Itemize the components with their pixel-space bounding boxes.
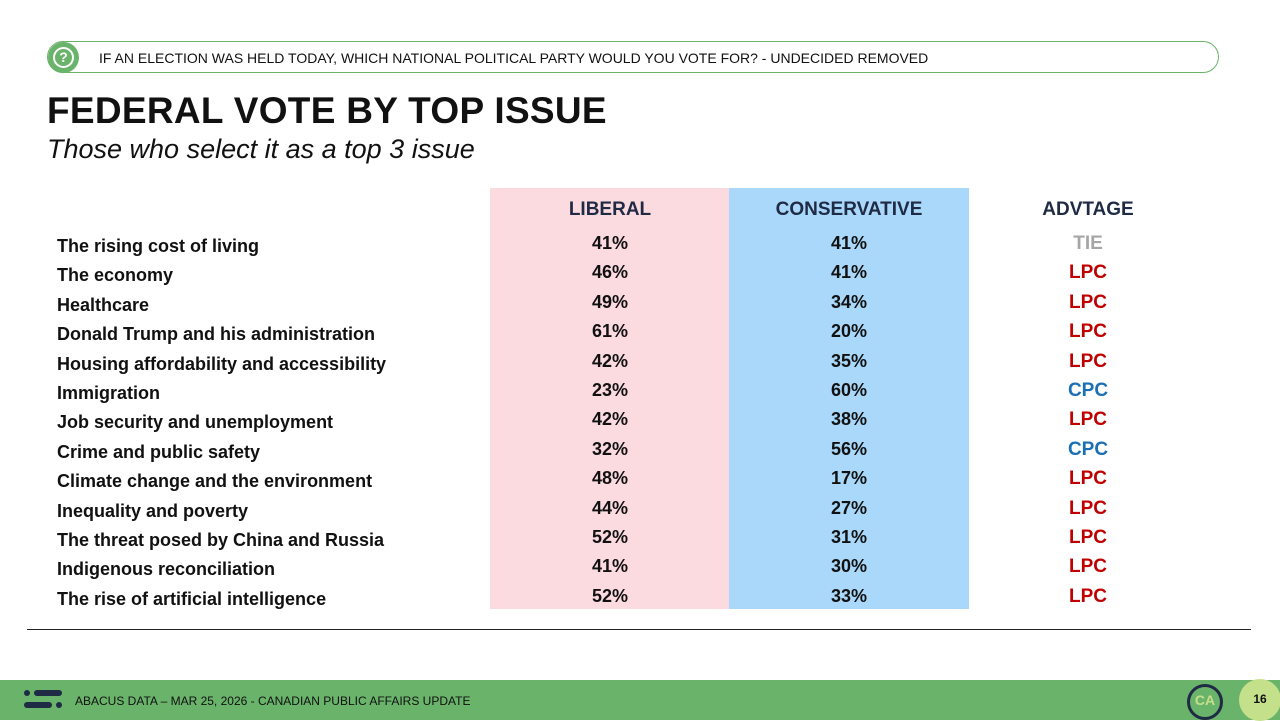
page-number: 16 — [1253, 692, 1267, 706]
question-box — [47, 41, 1219, 73]
advantage-value: LPC — [1069, 409, 1107, 431]
page-badge — [1239, 679, 1280, 721]
issue-label: Donald Trump and his administration — [57, 324, 376, 345]
conservative-value: 34% — [830, 291, 868, 312]
advantage-value: LPC — [1069, 262, 1107, 284]
question-icon: ? — [48, 42, 79, 73]
divider — [27, 629, 1251, 630]
advantage-value: LPC — [1069, 321, 1107, 343]
conservative-value: 38% — [830, 409, 868, 430]
issue-label: Job security and unemployment — [57, 412, 334, 433]
issue-label: The rising cost of living — [57, 236, 260, 256]
liberal-value: 46% — [591, 262, 629, 283]
brand-mark — [24, 690, 62, 708]
conservative-value: 41% — [830, 233, 868, 253]
footer-bar — [0, 680, 1280, 720]
issue-label: Immigration — [57, 383, 161, 403]
issue-label: Inequality and poverty — [57, 500, 249, 521]
liberal-value: 44% — [591, 497, 629, 518]
liberal-column-bg — [490, 188, 729, 609]
issue-label: The threat posed by China and Russia — [57, 530, 385, 550]
logo-text: CA — [1194, 692, 1216, 708]
advantage-value: LPC — [1069, 468, 1107, 490]
question: IF AN ELECTION WAS HELD TODAY, WHICH NAT… — [99, 50, 929, 66]
advantage-value: TIE — [1073, 233, 1103, 254]
issue-label: Housing affordability and accessibility — [57, 353, 387, 374]
liberal-value: 41% — [591, 556, 629, 577]
liberal-value: 23% — [591, 380, 629, 400]
conservative-value: 35% — [830, 350, 868, 371]
advantage-value: LPC — [1069, 527, 1107, 548]
conservative-column-bg — [729, 188, 969, 609]
issue-label: The rise of artificial intelligence — [57, 588, 327, 609]
issue-label: Crime and public safety — [57, 441, 261, 462]
liberal-value: 49% — [591, 291, 629, 312]
conservative-value: 56% — [830, 438, 868, 459]
advantage-value: LPC — [1069, 350, 1107, 372]
liberal-value: 61% — [591, 321, 629, 342]
liberal-value: 42% — [591, 409, 629, 430]
liberal-value: 52% — [591, 585, 629, 606]
issue-label: The economy — [57, 265, 174, 286]
advantage-value: LPC — [1069, 585, 1107, 607]
conservative-value: 17% — [830, 468, 868, 489]
advantage-value: LPC — [1069, 556, 1107, 578]
issue-label: Climate change and the environment — [57, 471, 373, 492]
column-header: LIBERAL — [568, 199, 652, 220]
conservative-value: 27% — [830, 497, 868, 518]
liberal-value: 48% — [591, 468, 629, 489]
column-header: ADVTAGE — [1042, 199, 1134, 220]
title: FEDERAL VOTE BY TOP ISSUE — [47, 90, 607, 131]
liberal-value: 52% — [591, 527, 629, 547]
advantage-value: LPC — [1069, 497, 1107, 519]
conservative-value: 41% — [830, 262, 868, 283]
footer-source: ABACUS DATA – MAR 25, 2026 - CANADIAN PU… — [75, 694, 471, 708]
logo — [1187, 684, 1223, 720]
subtitle: Those who select it as a top 3 issue — [47, 134, 475, 164]
liberal-value: 32% — [591, 438, 629, 459]
conservative-value: 33% — [830, 585, 868, 606]
conservative-value: 31% — [830, 527, 868, 547]
liberal-value: 41% — [591, 233, 629, 253]
conservative-value: 60% — [830, 380, 868, 400]
liberal-value: 42% — [591, 350, 629, 371]
advantage-value: LPC — [1069, 291, 1107, 313]
column-header: CONSERVATIVE — [775, 199, 923, 220]
advantage-value: CPC — [1067, 380, 1109, 401]
issue-label: Healthcare — [57, 294, 150, 315]
issue-label: Indigenous reconciliation — [57, 559, 276, 580]
conservative-value: 20% — [830, 321, 868, 342]
advantage-value: CPC — [1067, 438, 1109, 460]
conservative-value: 30% — [830, 556, 868, 577]
